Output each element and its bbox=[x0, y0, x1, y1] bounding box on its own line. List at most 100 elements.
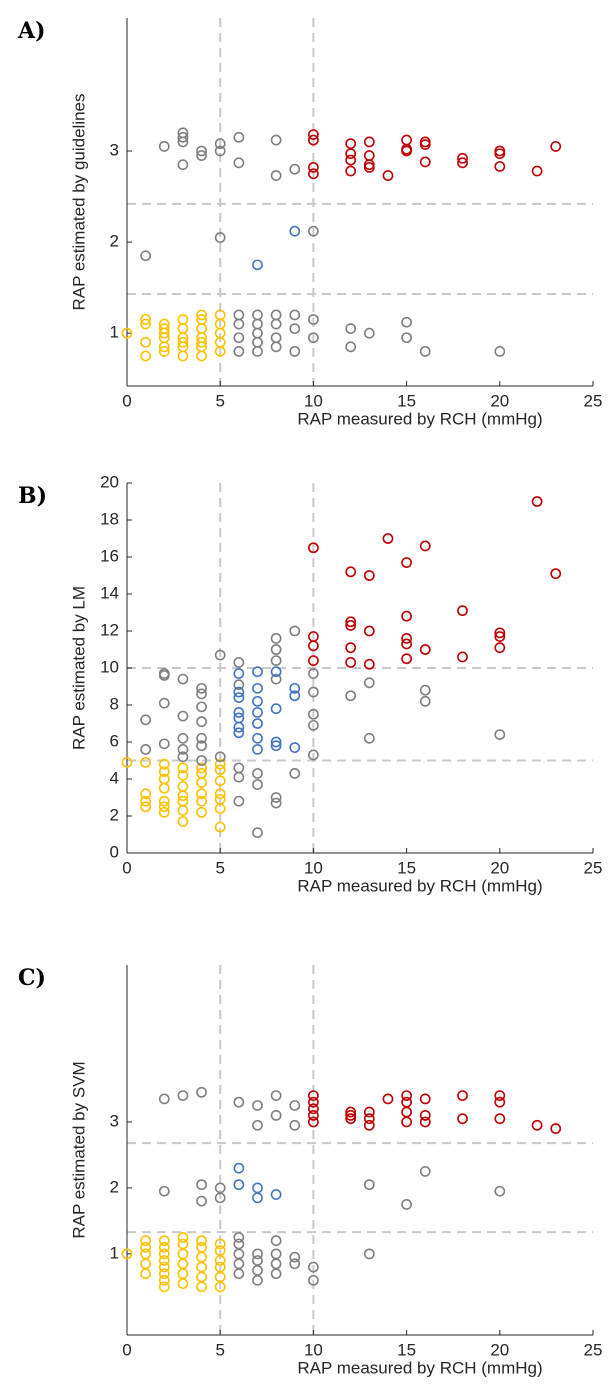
data-point bbox=[140, 1248, 152, 1260]
data-point bbox=[196, 755, 207, 766]
data-point bbox=[457, 651, 468, 663]
data-point bbox=[419, 136, 431, 148]
data-point bbox=[158, 1281, 170, 1293]
data-point bbox=[550, 141, 562, 152]
data-point bbox=[214, 145, 226, 157]
data-point bbox=[382, 1093, 394, 1105]
data-point bbox=[158, 758, 170, 770]
y-tick-label: 1 bbox=[110, 323, 119, 342]
x-tick-label: 0 bbox=[122, 391, 131, 410]
data-point bbox=[140, 1268, 152, 1280]
data-point bbox=[158, 668, 170, 679]
data-point bbox=[363, 1179, 375, 1191]
data-point bbox=[270, 1090, 282, 1101]
data-point bbox=[121, 1248, 133, 1260]
y-tick-label: 6 bbox=[110, 731, 119, 750]
data-point bbox=[401, 653, 412, 665]
x-tick-label: 0 bbox=[122, 858, 131, 877]
data-point bbox=[177, 350, 189, 362]
data-point bbox=[252, 327, 263, 339]
data-point bbox=[196, 1271, 207, 1283]
data-point bbox=[214, 793, 226, 805]
data-point bbox=[494, 161, 506, 172]
data-point bbox=[177, 323, 189, 335]
data-point bbox=[233, 727, 245, 739]
y-axis-label: RAP estimated by LM bbox=[69, 586, 88, 750]
data-point bbox=[401, 638, 412, 650]
data-point bbox=[307, 708, 319, 720]
data-point bbox=[214, 775, 226, 787]
data-point bbox=[289, 742, 301, 753]
data-point bbox=[196, 777, 207, 789]
data-point bbox=[196, 350, 207, 362]
data-point bbox=[363, 1248, 375, 1260]
y-tick-label: 1 bbox=[110, 1243, 119, 1262]
data-point bbox=[177, 1268, 189, 1280]
data-point bbox=[270, 1189, 282, 1200]
data-point bbox=[140, 336, 152, 348]
data-point bbox=[307, 1103, 319, 1115]
data-point bbox=[289, 163, 301, 175]
data-point bbox=[270, 736, 282, 748]
data-point bbox=[494, 145, 506, 157]
data-point bbox=[289, 768, 301, 779]
data-point bbox=[289, 1258, 301, 1270]
y-tick-label: 10 bbox=[100, 657, 119, 676]
data-point bbox=[401, 610, 412, 622]
data-point bbox=[345, 341, 357, 353]
data-point bbox=[233, 707, 245, 718]
y-axis-label: RAP estimated by guidelines bbox=[69, 93, 88, 310]
data-point bbox=[140, 1258, 152, 1270]
data-point bbox=[158, 1274, 170, 1286]
data-point bbox=[252, 1192, 263, 1204]
data-point bbox=[158, 773, 170, 785]
data-point bbox=[233, 692, 245, 703]
data-point bbox=[252, 1100, 263, 1111]
data-point bbox=[270, 673, 282, 685]
data-point bbox=[233, 1238, 245, 1250]
data-point bbox=[121, 756, 133, 768]
data-point bbox=[233, 721, 245, 733]
data-point bbox=[252, 682, 263, 694]
data-point bbox=[401, 1199, 412, 1210]
data-point bbox=[177, 1238, 189, 1250]
data-point bbox=[252, 1264, 263, 1276]
x-tick-label: 15 bbox=[397, 1340, 416, 1359]
data-point bbox=[457, 1113, 468, 1125]
data-point bbox=[307, 134, 319, 146]
data-point bbox=[289, 690, 301, 702]
data-point bbox=[345, 657, 357, 668]
data-point bbox=[158, 1255, 170, 1266]
x-tick-label: 25 bbox=[584, 858, 603, 877]
data-point bbox=[158, 1185, 170, 1197]
data-point bbox=[196, 1235, 207, 1247]
data-point bbox=[158, 1241, 170, 1253]
data-point bbox=[382, 170, 394, 181]
data-point bbox=[233, 1231, 245, 1243]
data-point bbox=[214, 1261, 226, 1273]
data-point bbox=[158, 795, 170, 807]
data-point bbox=[214, 1182, 226, 1194]
data-point bbox=[345, 616, 357, 628]
data-point bbox=[252, 1248, 263, 1260]
panel-label: A) bbox=[17, 18, 45, 44]
data-point bbox=[252, 718, 263, 729]
x-axis-label: RAP measured by RCH (mmHg) bbox=[297, 409, 542, 428]
data-point bbox=[270, 170, 282, 181]
data-point bbox=[233, 1179, 245, 1191]
data-point bbox=[214, 758, 226, 770]
data-point bbox=[289, 682, 301, 694]
data-point bbox=[307, 161, 319, 173]
data-point bbox=[196, 732, 207, 744]
data-point bbox=[307, 668, 319, 679]
data-point bbox=[345, 154, 357, 166]
data-point bbox=[382, 533, 394, 544]
y-tick-label: 14 bbox=[100, 583, 119, 602]
data-point bbox=[158, 141, 170, 152]
y-tick-label: 4 bbox=[110, 768, 119, 787]
data-point bbox=[419, 1116, 431, 1128]
data-point bbox=[307, 631, 319, 642]
data-point bbox=[363, 327, 375, 339]
x-axis-label: RAP measured by RCH (mmHg) bbox=[297, 876, 542, 895]
